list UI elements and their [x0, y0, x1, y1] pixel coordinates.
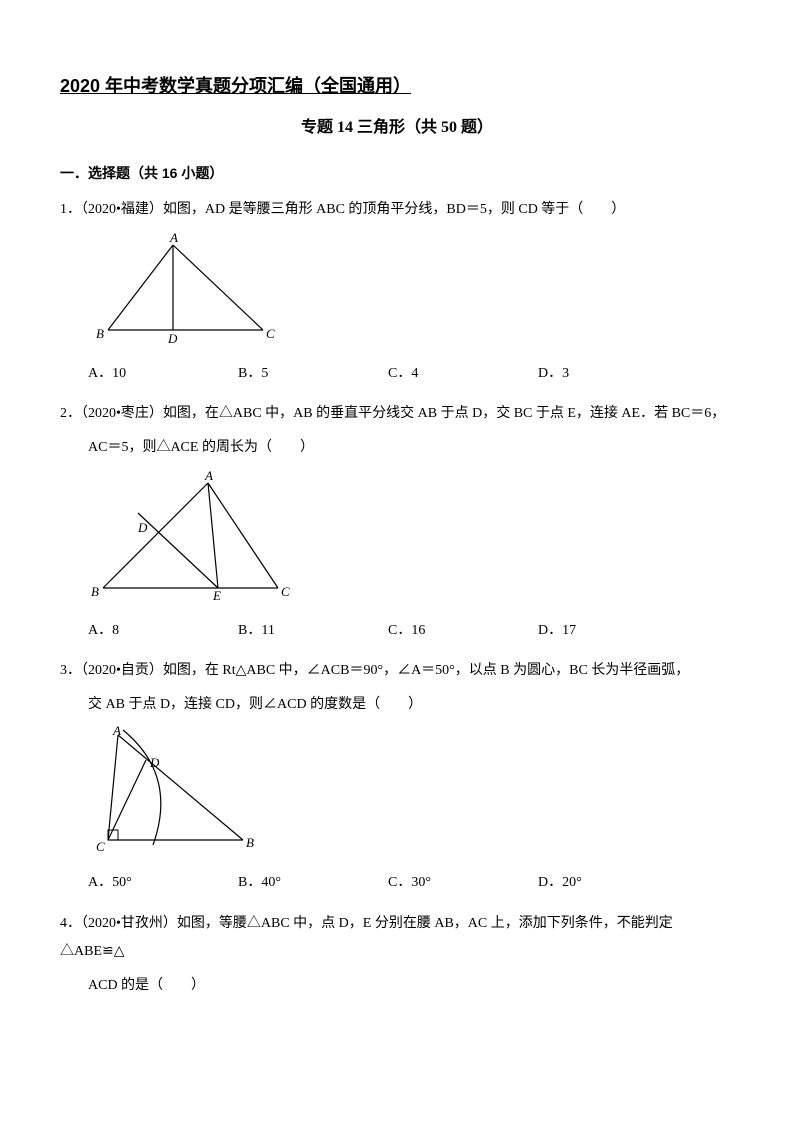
svg-text:C: C — [266, 326, 275, 341]
choices-q3: A．50° B．40° C．30° D．20° — [88, 870, 734, 895]
choice-q1-d: D．3 — [538, 361, 688, 386]
choice-q1-b: B．5 — [238, 361, 388, 386]
choices-q1: A．10 B．5 C．4 D．3 — [88, 361, 734, 386]
question-2-line1: 2．（2020•枣庄）如图，在△ABC 中，AB 的垂直平分线交 AB 于点 D… — [60, 400, 734, 428]
svg-text:D: D — [167, 331, 178, 345]
choices-q2: A．8 B．11 C．16 D．17 — [88, 618, 734, 643]
figure-q2: A B C D E — [88, 468, 734, 612]
svg-text:D: D — [137, 520, 148, 535]
page-subtitle: 专题 14 三角形（共 50 题） — [60, 114, 734, 143]
svg-text:A: A — [112, 725, 121, 738]
svg-text:A: A — [204, 468, 213, 483]
choice-q1-a: A．10 — [88, 361, 238, 386]
section-heading: 一．选择题（共 16 小题） — [60, 161, 734, 186]
svg-text:B: B — [91, 584, 99, 599]
choice-q3-a: A．50° — [88, 870, 238, 895]
question-3-line2: 交 AB 于点 D，连接 CD，则∠ACD 的度数是（ ） — [88, 691, 734, 719]
choice-q2-a: A．8 — [88, 618, 238, 643]
question-3-line1: 3．（2020•自贡）如图，在 Rt△ABC 中，∠ACB＝90°，∠A＝50°… — [60, 657, 734, 685]
choice-q3-c: C．30° — [388, 870, 538, 895]
svg-text:B: B — [246, 835, 254, 850]
svg-text:D: D — [149, 755, 160, 770]
question-4-line1: 4．（2020•甘孜州）如图，等腰△ABC 中，点 D，E 分别在腰 AB，AC… — [60, 910, 734, 966]
question-4-line2: ACD 的是（ ） — [88, 972, 734, 1000]
choice-q2-c: C．16 — [388, 618, 538, 643]
choice-q2-d: D．17 — [538, 618, 688, 643]
svg-text:C: C — [96, 839, 105, 854]
page-title: 2020 年中考数学真题分项汇编（全国通用） — [60, 70, 734, 102]
svg-text:C: C — [281, 584, 290, 599]
svg-text:B: B — [96, 326, 104, 341]
svg-text:E: E — [212, 588, 221, 603]
choice-q3-d: D．20° — [538, 870, 688, 895]
question-1-text: 1．（2020•福建）如图，AD 是等腰三角形 ABC 的顶角平分线，BD＝5，… — [60, 196, 734, 224]
choice-q1-c: C．4 — [388, 361, 538, 386]
svg-text:A: A — [169, 230, 178, 245]
figure-q1: A B C D — [88, 230, 734, 354]
choice-q2-b: B．11 — [238, 618, 388, 643]
choice-q3-b: B．40° — [238, 870, 388, 895]
figure-q3: A D C B — [88, 725, 734, 864]
question-2-line2: AC＝5，则△ACE 的周长为（ ） — [88, 434, 734, 462]
